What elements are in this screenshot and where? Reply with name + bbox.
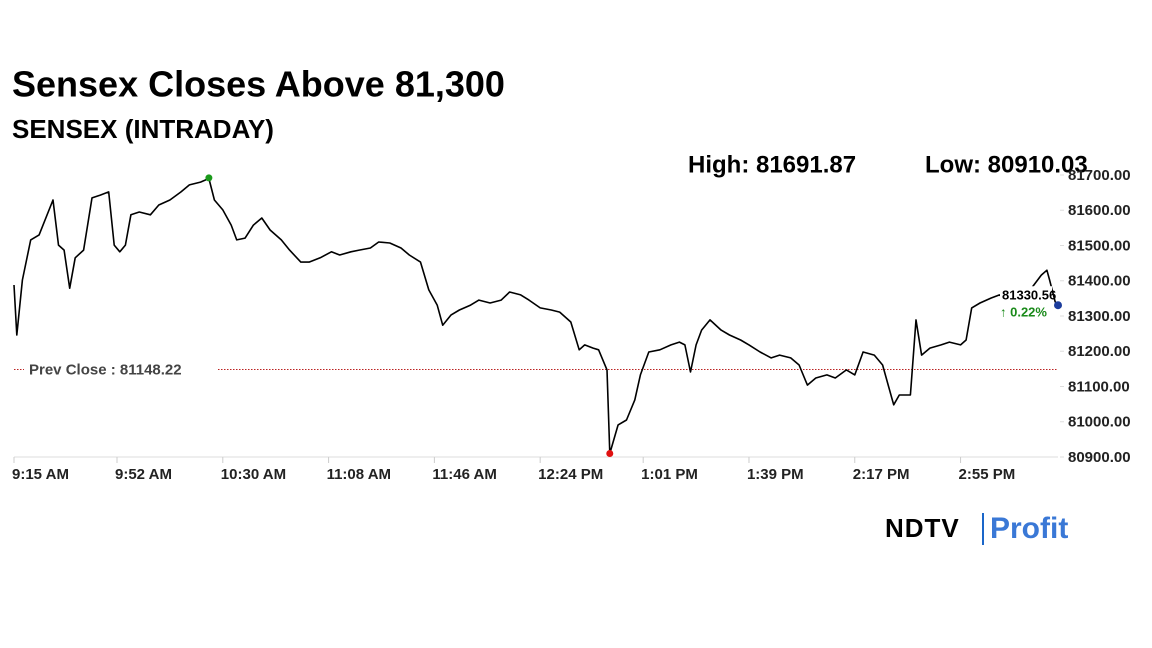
y-tick-label: 81700.00 (1068, 167, 1131, 184)
high-marker (205, 174, 213, 182)
y-tick-label: 81500.00 (1068, 237, 1131, 254)
last-marker (1054, 301, 1062, 310)
x-tick-label: 11:08 AM (327, 466, 391, 483)
plot-area: 80900.00 81000.00 81100.00 81200.00 81300.00… (12, 167, 1131, 483)
y-tick-label: 81600.00 (1068, 202, 1131, 219)
y-tick-label: 81300.00 (1068, 308, 1131, 325)
change-label: ↑ 0.22% (1000, 305, 1047, 320)
x-tick-label: 2:17 PM (853, 466, 910, 483)
chart-subtitle: SENSEX (INTRADAY) (12, 114, 274, 144)
low-marker (606, 449, 614, 457)
x-tick-label: 2:55 PM (959, 466, 1016, 483)
chart-title: Sensex Closes Above 81,300 (12, 64, 505, 105)
x-tick-label: 1:01 PM (641, 466, 698, 483)
last-bg (1000, 286, 1052, 323)
x-tick-label: 11:46 AM (432, 466, 496, 483)
x-tick-label: 1:39 PM (747, 466, 804, 483)
x-tick-label: 10:30 AM (221, 466, 286, 483)
logo-brand: NDTV (885, 513, 960, 543)
prev-close-bg (24, 359, 218, 380)
y-tick-label: 81100.00 (1068, 378, 1130, 395)
y-tick-label: 81000.00 (1068, 414, 1131, 431)
price-line (13, 177, 1059, 455)
y-tick-label: 80900.00 (1068, 449, 1131, 466)
logo-product: Profit (990, 512, 1068, 545)
high-label: High: 81691.87 (688, 151, 856, 178)
y-tick-label: 81400.00 (1068, 273, 1131, 290)
x-tick-label: 9:15 AM (12, 466, 69, 483)
prev-close-label: Prev Close : 81148.22 (29, 361, 182, 378)
y-tick-label: 81200.00 (1068, 343, 1131, 360)
x-tick-label: 12:24 PM (538, 466, 603, 483)
last-value-label: 81330.56 (1002, 288, 1056, 303)
low-label: Low: 80910.03 (925, 151, 1088, 178)
x-tick-label: 9:52 AM (115, 466, 172, 483)
